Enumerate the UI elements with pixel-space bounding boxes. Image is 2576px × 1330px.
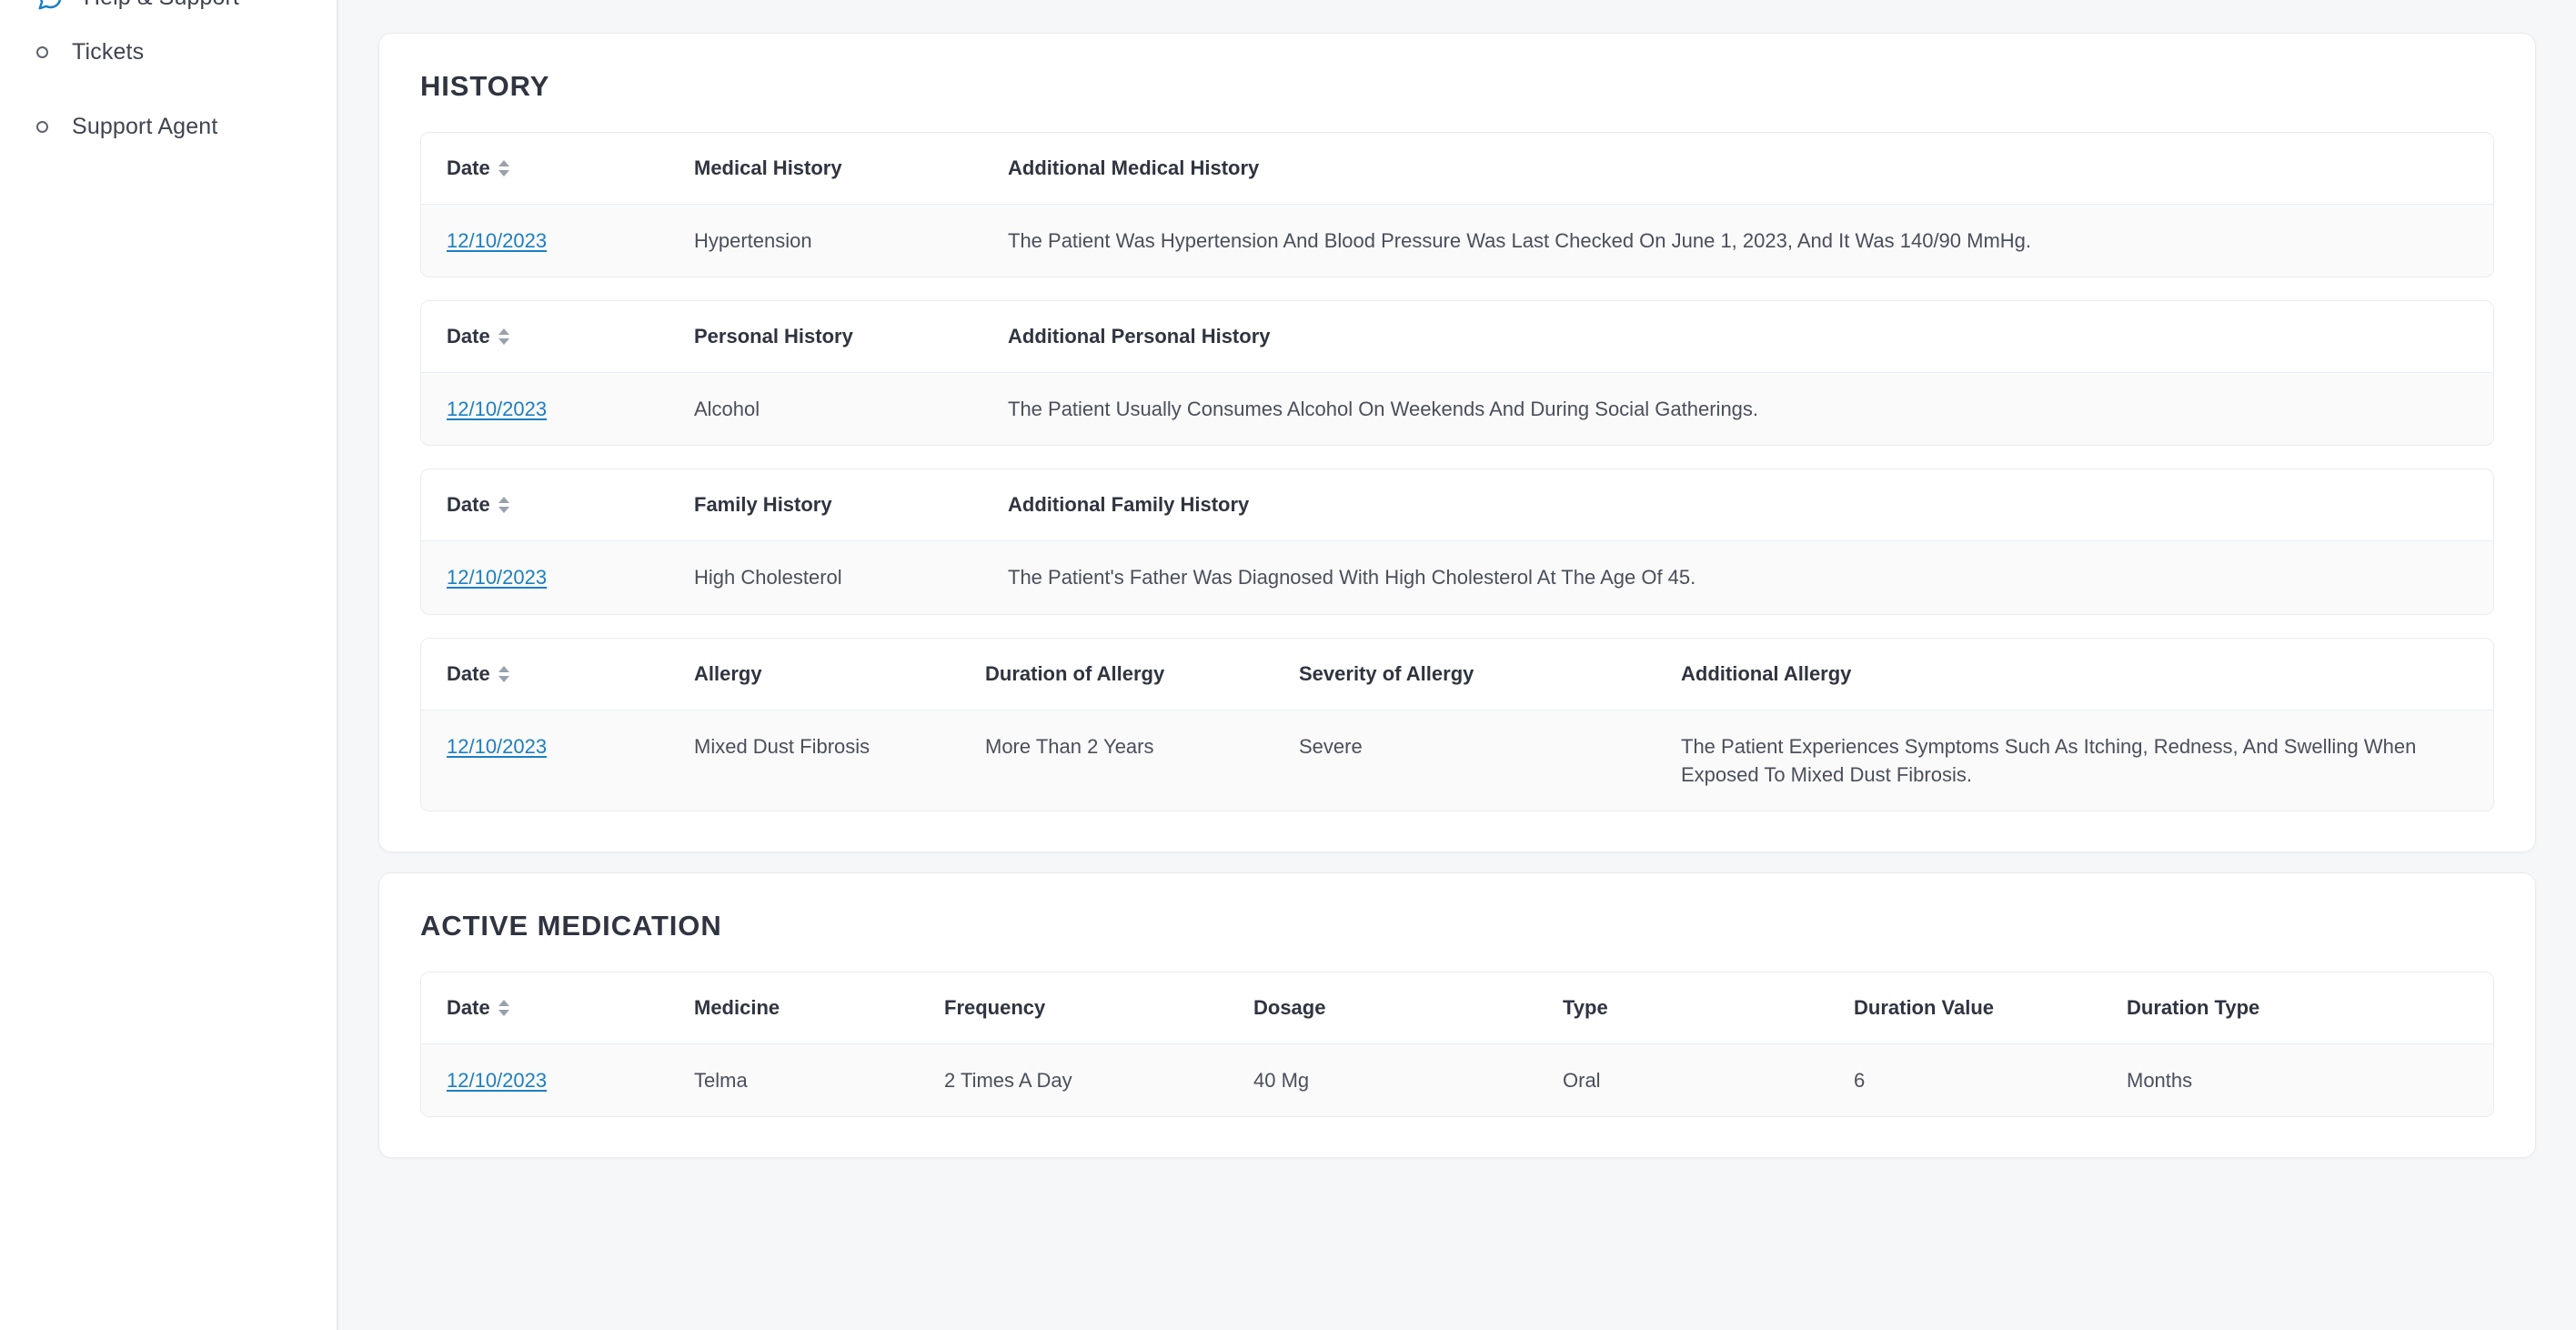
column-header-severity-of-allergy: Severity of Allergy bbox=[1299, 638, 1681, 710]
active-medication-panel: ACTIVE MEDICATION Date Medicine bbox=[378, 872, 2536, 1159]
column-header-medicine: Medicine bbox=[694, 972, 944, 1045]
sidebar-item-help-support[interactable]: Help & Support bbox=[0, 0, 337, 15]
cell-dosage: 40 Mg bbox=[1253, 1043, 1563, 1117]
cell-severity-of-allergy: Severe bbox=[1299, 710, 1681, 811]
column-header-date[interactable]: Date bbox=[421, 469, 694, 542]
personal-history-table-card: Date Personal History Additional Persona… bbox=[420, 300, 2494, 447]
sidebar-item-label: Help & Support bbox=[84, 0, 239, 11]
cell-additional-family-history: The Patient's Father Was Diagnosed With … bbox=[1008, 540, 2493, 614]
bullet-icon bbox=[36, 45, 48, 58]
sidebar-item-label: Tickets bbox=[72, 38, 145, 65]
cell-date: 12/10/2023 bbox=[421, 372, 694, 446]
date-link[interactable]: 12/10/2023 bbox=[447, 398, 548, 421]
cell-duration-type: Months bbox=[2127, 1043, 2493, 1117]
column-header-duration-of-allergy: Duration of Allergy bbox=[985, 638, 1299, 710]
sidebar-item-label: Support Agent bbox=[72, 113, 218, 139]
allergy-table: Date Allergy Duration of Allergy Severit… bbox=[421, 638, 2493, 811]
cell-allergy: Mixed Dust Fibrosis bbox=[694, 710, 985, 811]
column-header-additional-allergy: Additional Allergy bbox=[1681, 638, 2493, 710]
cell-duration-value: 6 bbox=[1854, 1043, 2127, 1117]
cell-frequency: 2 Times A Day bbox=[944, 1043, 1253, 1117]
date-link[interactable]: 12/10/2023 bbox=[447, 566, 548, 589]
column-header-date[interactable]: Date bbox=[421, 972, 694, 1045]
table-header-row: Date Family History Additional Family Hi… bbox=[421, 469, 2493, 542]
cell-additional-medical-history: The Patient Was Hypertension And Blood P… bbox=[1008, 204, 2493, 277]
table-row: 12/10/2023 Mixed Dust Fibrosis More Than… bbox=[421, 710, 2493, 811]
column-header-family-history: Family History bbox=[694, 469, 1008, 542]
active-medication-table: Date Medicine Frequency Dosage Type Dura… bbox=[421, 972, 2493, 1117]
column-header-duration-value: Duration Value bbox=[1854, 972, 2127, 1045]
column-header-date[interactable]: Date bbox=[421, 133, 694, 205]
family-history-table-card: Date Family History Additional Family Hi… bbox=[420, 469, 2494, 615]
history-section-title: HISTORY bbox=[420, 70, 550, 102]
column-header-frequency: Frequency bbox=[944, 972, 1253, 1045]
main-content: HISTORY Date Medical Histo bbox=[338, 0, 2576, 1330]
column-header-label: Date bbox=[447, 996, 490, 1020]
active-medication-section-title: ACTIVE MEDICATION bbox=[420, 910, 722, 942]
cell-personal-history: Alcohol bbox=[694, 372, 1008, 446]
bullet-icon bbox=[36, 120, 48, 133]
column-header-label: Date bbox=[447, 661, 490, 685]
medical-history-table-card: Date Medical History Additional Medical … bbox=[420, 132, 2494, 278]
column-header-date[interactable]: Date bbox=[421, 638, 694, 710]
sidebar: Help & Support Tickets Support Agent bbox=[0, 0, 338, 1330]
table-header-row: Date Medical History Additional Medical … bbox=[421, 133, 2493, 205]
cell-medicine: Telma bbox=[694, 1043, 944, 1117]
table-row: 12/10/2023 Alcohol The Patient Usually C… bbox=[421, 372, 2493, 446]
column-header-dosage: Dosage bbox=[1253, 972, 1563, 1045]
personal-history-table: Date Personal History Additional Persona… bbox=[421, 301, 2493, 446]
sidebar-item-tickets[interactable]: Tickets bbox=[0, 15, 337, 89]
column-header-label: Date bbox=[447, 156, 490, 179]
cell-medical-history: Hypertension bbox=[694, 204, 1008, 277]
column-header-additional-personal-history: Additional Personal History bbox=[1008, 301, 2493, 374]
cell-date: 12/10/2023 bbox=[421, 204, 694, 277]
column-header-label: Date bbox=[447, 325, 490, 348]
sidebar-item-support-agent[interactable]: Support Agent bbox=[0, 89, 337, 164]
sort-icon[interactable] bbox=[498, 495, 509, 515]
date-link[interactable]: 12/10/2023 bbox=[447, 229, 548, 252]
table-row: 12/10/2023 High Cholesterol The Patient'… bbox=[421, 540, 2493, 614]
column-header-personal-history: Personal History bbox=[694, 301, 1008, 374]
cell-duration-of-allergy: More Than 2 Years bbox=[985, 710, 1299, 811]
cell-type: Oral bbox=[1563, 1043, 1854, 1117]
date-link[interactable]: 12/10/2023 bbox=[447, 1069, 548, 1093]
column-header-type: Type bbox=[1563, 972, 1854, 1045]
sort-icon[interactable] bbox=[498, 158, 509, 178]
sort-icon[interactable] bbox=[498, 664, 509, 684]
help-support-icon bbox=[36, 0, 64, 12]
table-row: 12/10/2023 Hypertension The Patient Was … bbox=[421, 204, 2493, 277]
cell-date: 12/10/2023 bbox=[421, 540, 694, 614]
cell-date: 12/10/2023 bbox=[421, 710, 694, 811]
column-header-allergy: Allergy bbox=[694, 638, 985, 710]
cell-additional-personal-history: The Patient Usually Consumes Alcohol On … bbox=[1008, 372, 2493, 446]
cell-additional-allergy: The Patient Experiences Symptoms Such As… bbox=[1681, 710, 2493, 811]
table-header-row: Date Personal History Additional Persona… bbox=[421, 301, 2493, 374]
cell-family-history: High Cholesterol bbox=[694, 540, 1008, 614]
allergy-table-card: Date Allergy Duration of Allergy Severit… bbox=[420, 637, 2494, 812]
active-medication-table-card: Date Medicine Frequency Dosage Type Dura… bbox=[420, 972, 2494, 1118]
column-header-additional-medical-history: Additional Medical History bbox=[1008, 133, 2493, 205]
table-header-row: Date Allergy Duration of Allergy Severit… bbox=[421, 638, 2493, 710]
column-header-additional-family-history: Additional Family History bbox=[1008, 469, 2493, 542]
sort-icon[interactable] bbox=[498, 998, 509, 1018]
column-header-date[interactable]: Date bbox=[421, 301, 694, 374]
table-header-row: Date Medicine Frequency Dosage Type Dura… bbox=[421, 972, 2493, 1045]
history-panel: HISTORY Date Medical Histo bbox=[378, 33, 2536, 853]
sort-icon[interactable] bbox=[498, 327, 509, 347]
column-header-duration-type: Duration Type bbox=[2127, 972, 2493, 1045]
family-history-table: Date Family History Additional Family Hi… bbox=[421, 469, 2493, 614]
table-row: 12/10/2023 Telma 2 Times A Day 40 Mg Ora… bbox=[421, 1043, 2493, 1117]
medical-history-table: Date Medical History Additional Medical … bbox=[421, 133, 2493, 277]
column-header-medical-history: Medical History bbox=[694, 133, 1008, 205]
cell-date: 12/10/2023 bbox=[421, 1043, 694, 1117]
date-link[interactable]: 12/10/2023 bbox=[447, 734, 548, 758]
column-header-label: Date bbox=[447, 493, 490, 517]
